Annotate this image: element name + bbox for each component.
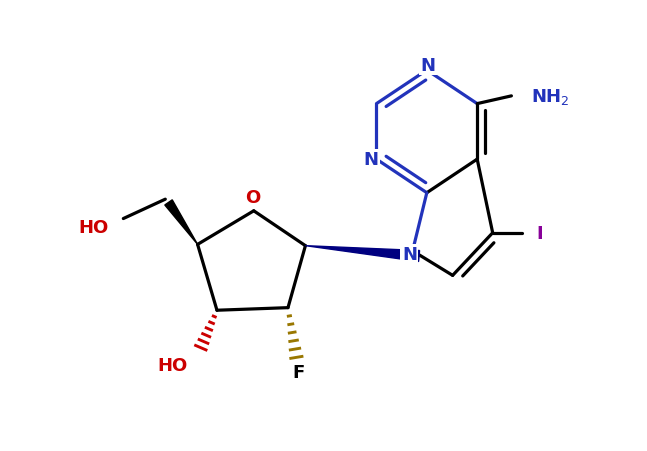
Text: N: N bbox=[364, 151, 378, 169]
Text: NH$_2$: NH$_2$ bbox=[531, 87, 569, 106]
Polygon shape bbox=[165, 200, 197, 245]
Text: I: I bbox=[536, 224, 543, 242]
Text: N: N bbox=[421, 57, 435, 75]
Text: HO: HO bbox=[78, 218, 109, 236]
Polygon shape bbox=[305, 246, 419, 262]
Text: N: N bbox=[402, 245, 417, 263]
Text: HO: HO bbox=[158, 356, 188, 374]
Text: F: F bbox=[293, 363, 305, 381]
Text: O: O bbox=[245, 188, 260, 206]
